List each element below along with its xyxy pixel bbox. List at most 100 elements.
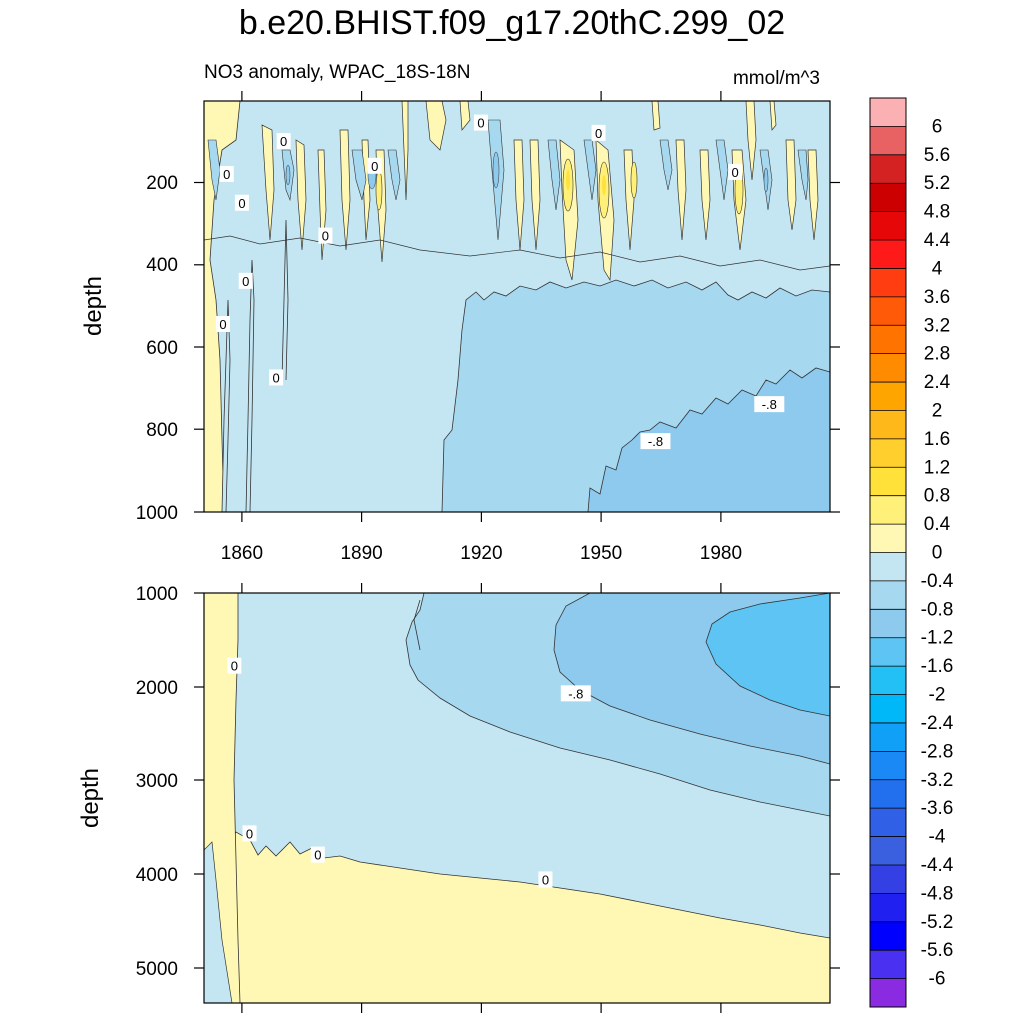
lower-ytick-label-3000: 3000 xyxy=(136,771,178,792)
colorbar-swatch xyxy=(870,495,906,525)
contour-label: -.8 xyxy=(568,686,583,701)
lower-x-ticks xyxy=(241,583,722,1013)
colorbar-label: -1.2 xyxy=(921,628,954,649)
xtick-label-1980: 1980 xyxy=(700,543,742,564)
colorbar-swatch xyxy=(870,183,906,213)
contour-label: 0 xyxy=(322,229,329,244)
contour-label-box xyxy=(591,124,606,141)
contour-label-box xyxy=(269,369,284,386)
contour-label: 0 xyxy=(231,659,238,674)
lower-ytick-label-5000: 5000 xyxy=(136,959,178,980)
colorbar-swatch xyxy=(870,524,906,553)
colorbar-swatch xyxy=(870,921,906,951)
colorbar-swatch xyxy=(870,779,906,809)
colorbar-label: 0.8 xyxy=(924,486,950,507)
colorbar-swatch xyxy=(870,438,906,468)
colorbar-swatch xyxy=(870,978,906,1008)
contour-label: -.8 xyxy=(648,434,663,449)
upper-ytick-label-200: 200 xyxy=(146,173,178,194)
contour-label-box xyxy=(367,157,382,174)
contour-label-box xyxy=(538,871,553,888)
colorbar-label: 2 xyxy=(932,400,943,421)
upper-y-ticks xyxy=(194,181,840,513)
colorbar-swatch xyxy=(870,126,906,156)
chart-title: b.e20.BHIST.f09_g17.20thC.299_02 xyxy=(238,4,786,42)
colorbar-label: -2 xyxy=(929,685,946,706)
colorbar-swatch xyxy=(870,98,906,127)
contour-label: 0 xyxy=(314,848,321,863)
contour-label: 0 xyxy=(371,159,378,174)
colorbar-swatch xyxy=(870,950,906,980)
upper-surface-strong-centers xyxy=(566,170,606,195)
colorbar-swatch xyxy=(870,808,906,838)
colorbar-swatch xyxy=(870,552,906,582)
contour-label-box xyxy=(215,315,230,332)
contour-label-box xyxy=(219,165,234,182)
upper-ytick-label-400: 400 xyxy=(146,255,178,276)
upper-ytick-label-600: 600 xyxy=(146,338,178,359)
upper-surface-strong-cores xyxy=(375,158,744,219)
contour-label-box xyxy=(276,133,291,150)
contour-label-box xyxy=(242,825,257,842)
colorbar-swatch xyxy=(870,893,906,923)
contour-label: 0 xyxy=(542,872,549,887)
contour-label: 0 xyxy=(238,196,245,211)
colorbar-swatch xyxy=(870,609,906,639)
upper-panel: 200 400 600 800 1000 1860 1890 1920 1950… xyxy=(80,91,840,564)
colorbar-swatch xyxy=(870,211,906,241)
colorbar-label: -3.6 xyxy=(921,798,954,819)
colorbar-label: 6 xyxy=(932,116,943,137)
lower-y-ticks xyxy=(194,592,840,969)
colorbar-label: -2.8 xyxy=(921,741,954,762)
colorbar-label: 4 xyxy=(932,258,943,279)
colorbar-label: 5.6 xyxy=(924,145,950,166)
colorbar-label: -3.2 xyxy=(921,770,954,791)
lower-contour-minus04 xyxy=(413,599,421,651)
contour-label-box xyxy=(238,272,253,289)
colorbar-swatch xyxy=(870,666,906,696)
colorbar-label: 4.8 xyxy=(924,202,950,223)
colorbar-swatch xyxy=(870,864,906,894)
contour-label: -.8 xyxy=(762,397,777,412)
contour-label: 0 xyxy=(595,126,602,141)
upper-ylabel: depth xyxy=(80,276,107,336)
colorbar-swatch xyxy=(870,410,906,440)
lower-ytick-label-2000: 2000 xyxy=(136,678,178,699)
colorbar-swatch xyxy=(870,836,906,866)
lower-panel: 1000 2000 3000 4000 5000 depth 0 0 0 0 -.8 xyxy=(77,583,840,1013)
lower-contour-labels: 0 0 0 0 -.8 xyxy=(227,657,591,888)
colorbar-frame xyxy=(869,97,907,1008)
colorbar-label: -4.4 xyxy=(921,855,954,876)
colorbar-label: -1.6 xyxy=(921,656,954,677)
colorbar-label: 4.4 xyxy=(924,230,951,251)
upper-negative-streak-2 xyxy=(245,259,255,512)
lower-negative-sliver xyxy=(204,841,233,1003)
colorbar-swatch xyxy=(870,580,906,610)
colorbar-label: -0.4 xyxy=(921,571,954,592)
upper-fill-positive-left xyxy=(204,101,241,512)
upper-ytick-label-1000: 1000 xyxy=(136,503,178,524)
contour-label-box xyxy=(754,396,785,413)
xtick-label-1860: 1860 xyxy=(221,543,263,564)
colorbar-label: 0.4 xyxy=(924,514,951,535)
colorbar-swatch xyxy=(870,722,906,752)
upper-contour-minus04-surface xyxy=(204,235,830,271)
colorbar-swatch xyxy=(870,637,906,667)
colorbar-label: 2.4 xyxy=(924,372,951,393)
colorbar-label: 0 xyxy=(932,543,943,564)
colorbar-label: 1.2 xyxy=(924,457,950,478)
contour-label: 0 xyxy=(223,167,230,182)
colorbar-label: -4.8 xyxy=(921,883,954,904)
colorbar-label: -6 xyxy=(929,969,946,990)
contour-label-box xyxy=(310,846,325,863)
contour-label: 0 xyxy=(732,165,739,180)
colorbar-label: 2.8 xyxy=(924,344,950,365)
colorbar-label: -0.8 xyxy=(921,599,954,620)
xtick-label-1890: 1890 xyxy=(340,543,382,564)
contour-label-box xyxy=(234,194,249,211)
contour-label: 0 xyxy=(272,370,279,385)
lower-frame xyxy=(203,592,831,1004)
contour-label: 0 xyxy=(246,826,253,841)
contour-label-box xyxy=(560,685,591,702)
contour-label-box xyxy=(640,433,671,450)
